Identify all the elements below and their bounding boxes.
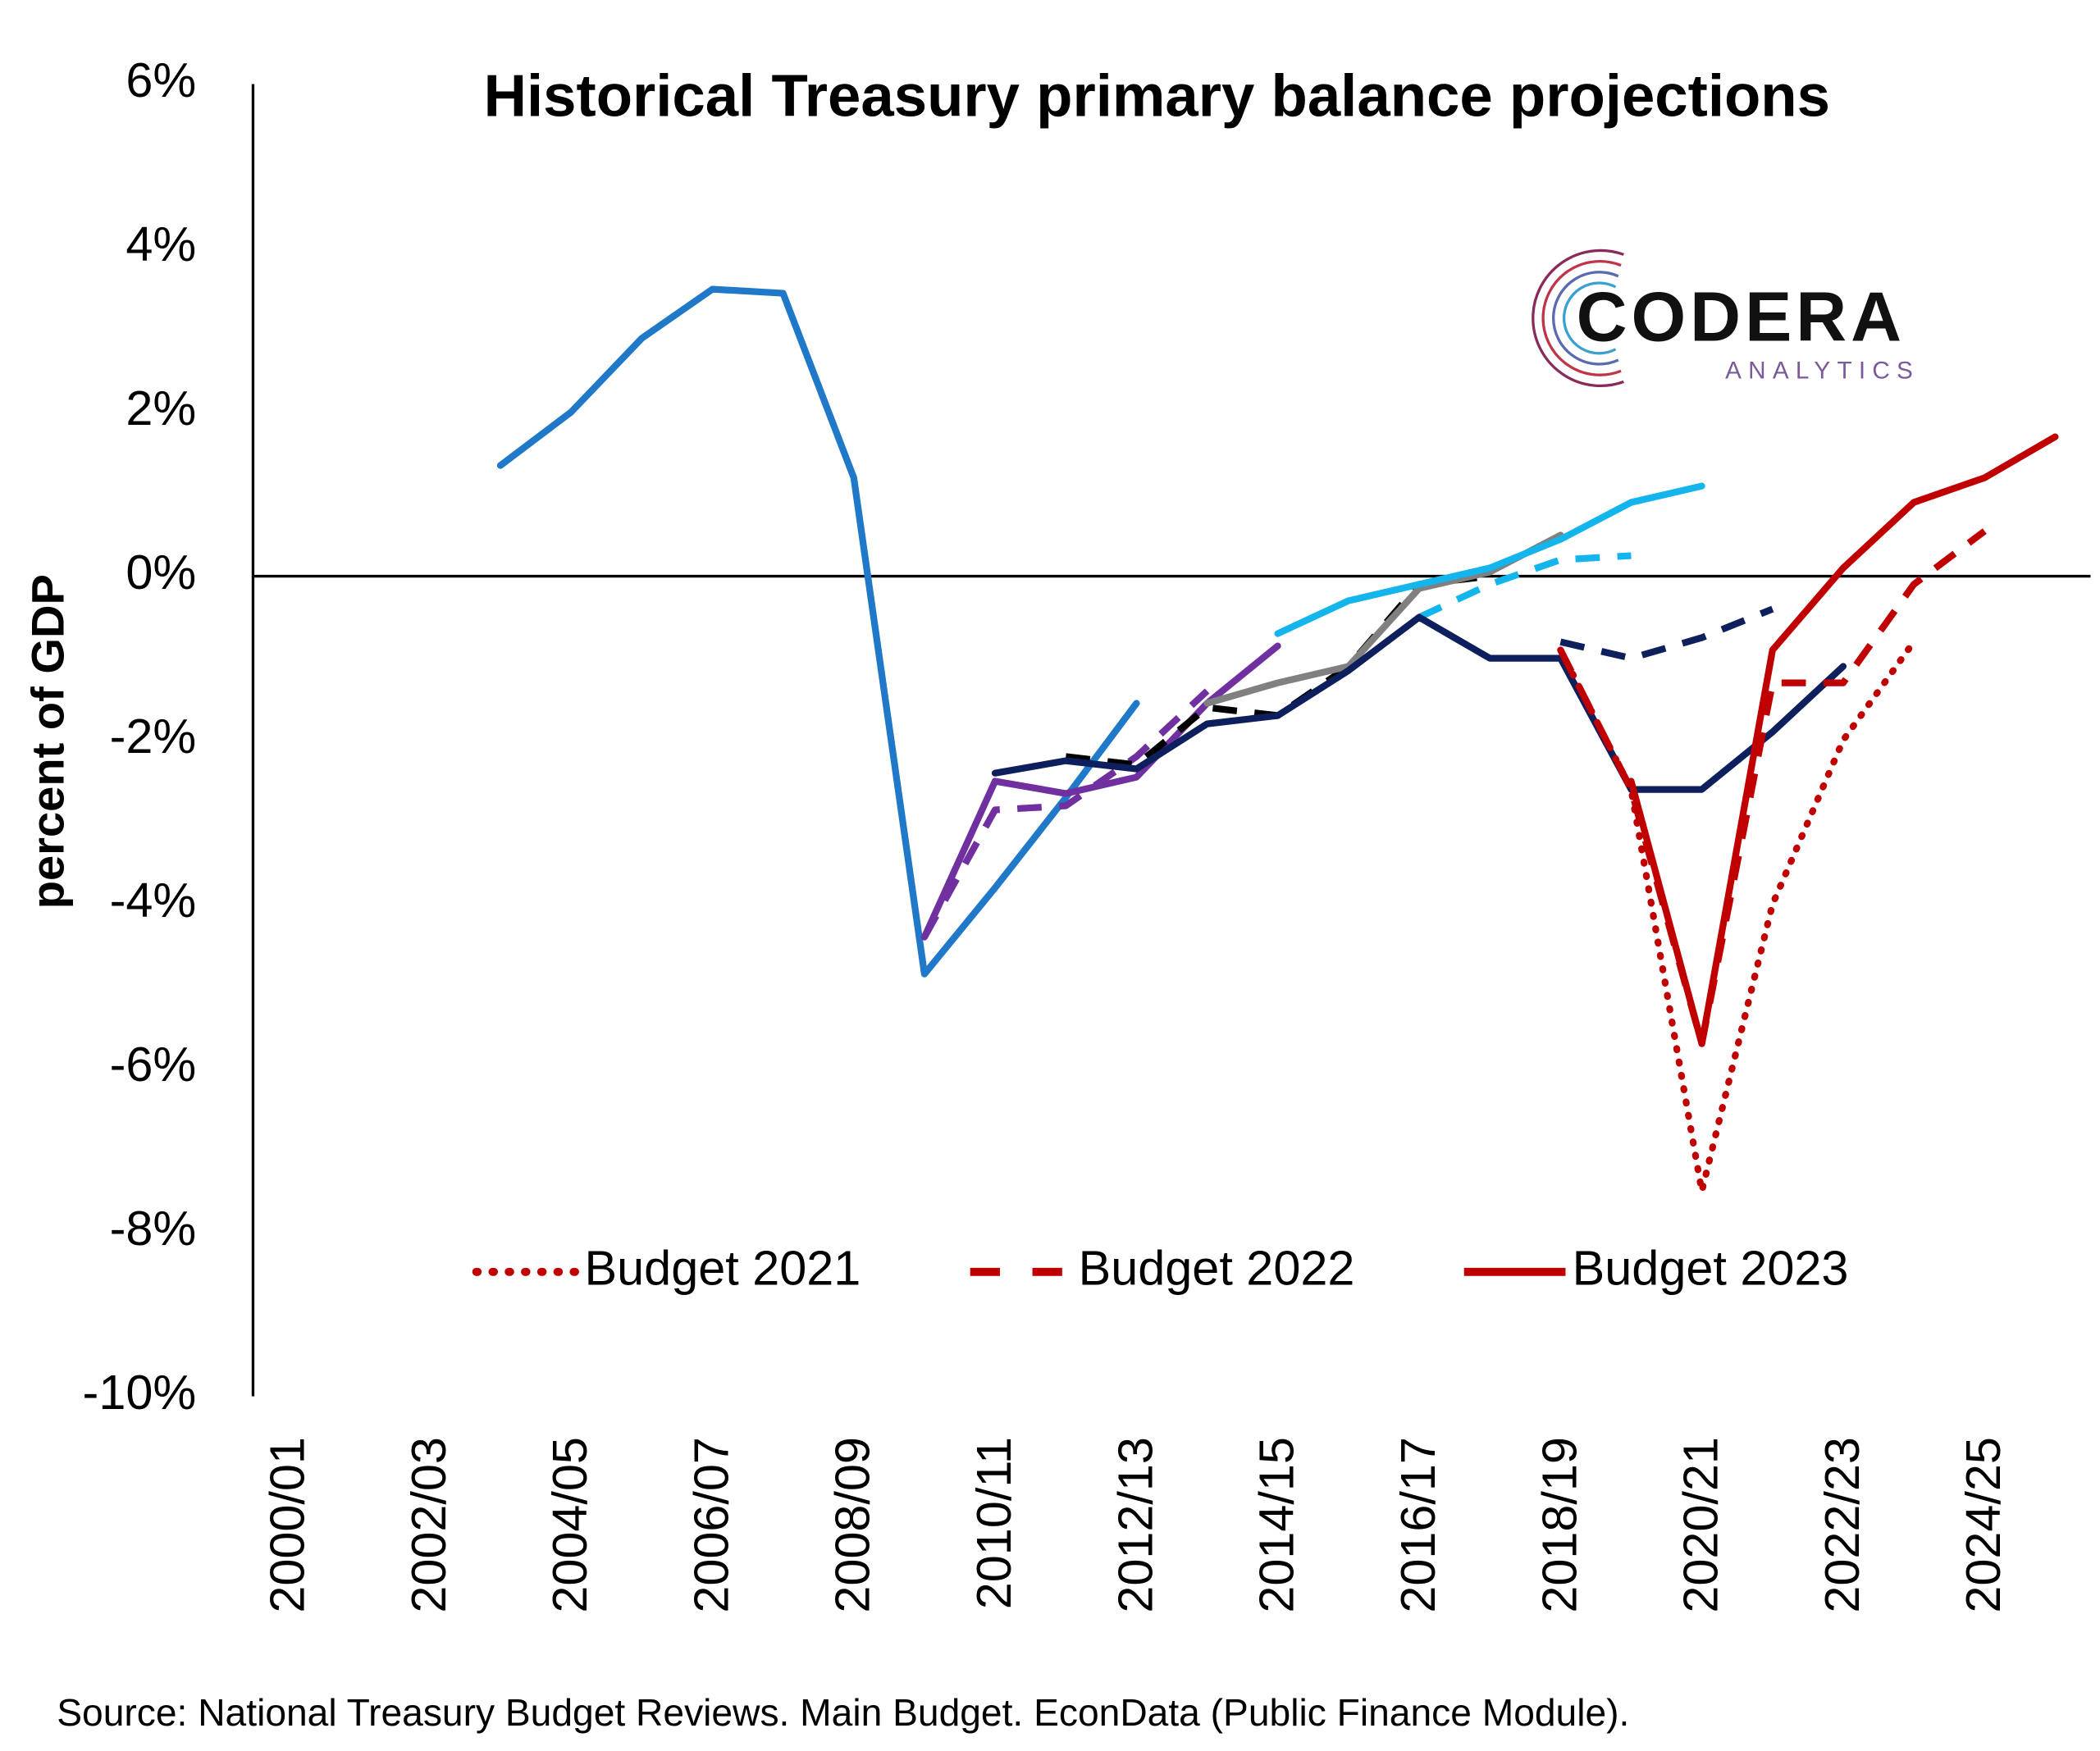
y-tick-label: 4% xyxy=(126,217,196,271)
series-line xyxy=(991,613,1847,793)
chart-title: Historical Treasury primary balance proj… xyxy=(484,63,1830,130)
legend-label: Budget 2023 xyxy=(1573,1240,1849,1295)
logo: CODERA ANALYTICS xyxy=(1532,249,1920,388)
x-tick-label: 2024/25 xyxy=(1956,1437,2011,1613)
logo-name: CODERA xyxy=(1577,278,1906,357)
y-tick-label: -2% xyxy=(110,709,197,764)
x-tick-label: 2018/19 xyxy=(1532,1437,1586,1613)
x-tick-label: 2006/07 xyxy=(683,1437,738,1613)
y-tick-label: -8% xyxy=(110,1201,197,1256)
x-tick-label: 2008/09 xyxy=(825,1437,880,1613)
series-line xyxy=(1628,433,2059,1047)
source-note: Source: National Treasury Budget Reviews… xyxy=(57,1691,1629,1734)
series-line xyxy=(1557,638,1918,1195)
legend-label: Budget 2022 xyxy=(1079,1240,1355,1295)
y-tick-label: -10% xyxy=(83,1365,197,1420)
series-line xyxy=(496,285,1140,978)
y-tick-label: 0% xyxy=(126,545,196,600)
x-tick-label: 2000/01 xyxy=(260,1437,315,1613)
series-line xyxy=(1559,605,1774,662)
series-line xyxy=(1274,482,1705,637)
y-tick-label: -4% xyxy=(110,873,197,928)
x-tick-label: 2014/15 xyxy=(1249,1437,1304,1613)
y-tick-label: 6% xyxy=(126,52,196,107)
x-tick-label: 2012/13 xyxy=(1107,1437,1162,1613)
y-tick-label: -6% xyxy=(110,1037,197,1092)
x-tick-label: 2004/05 xyxy=(542,1437,597,1613)
series-line xyxy=(1418,552,1632,621)
series-line xyxy=(920,642,1281,941)
y-axis-label: percent of GDP xyxy=(21,574,73,909)
x-tick-label: 2010/11 xyxy=(966,1437,1021,1609)
series-line xyxy=(1065,572,1491,768)
x-tick-label: 2020/21 xyxy=(1673,1437,1728,1613)
logo-arcs xyxy=(1532,249,1624,388)
logo-tagline: ANALYTICS xyxy=(1725,358,1920,385)
y-tick-label: 2% xyxy=(126,381,196,435)
x-tick-label: 2022/23 xyxy=(1815,1437,1869,1613)
series-line xyxy=(1557,528,1987,1047)
x-tick-label: 2002/03 xyxy=(401,1437,456,1613)
series-line xyxy=(921,688,1210,939)
legend-label: Budget 2021 xyxy=(585,1240,861,1295)
x-tick-label: 2016/17 xyxy=(1390,1437,1445,1613)
